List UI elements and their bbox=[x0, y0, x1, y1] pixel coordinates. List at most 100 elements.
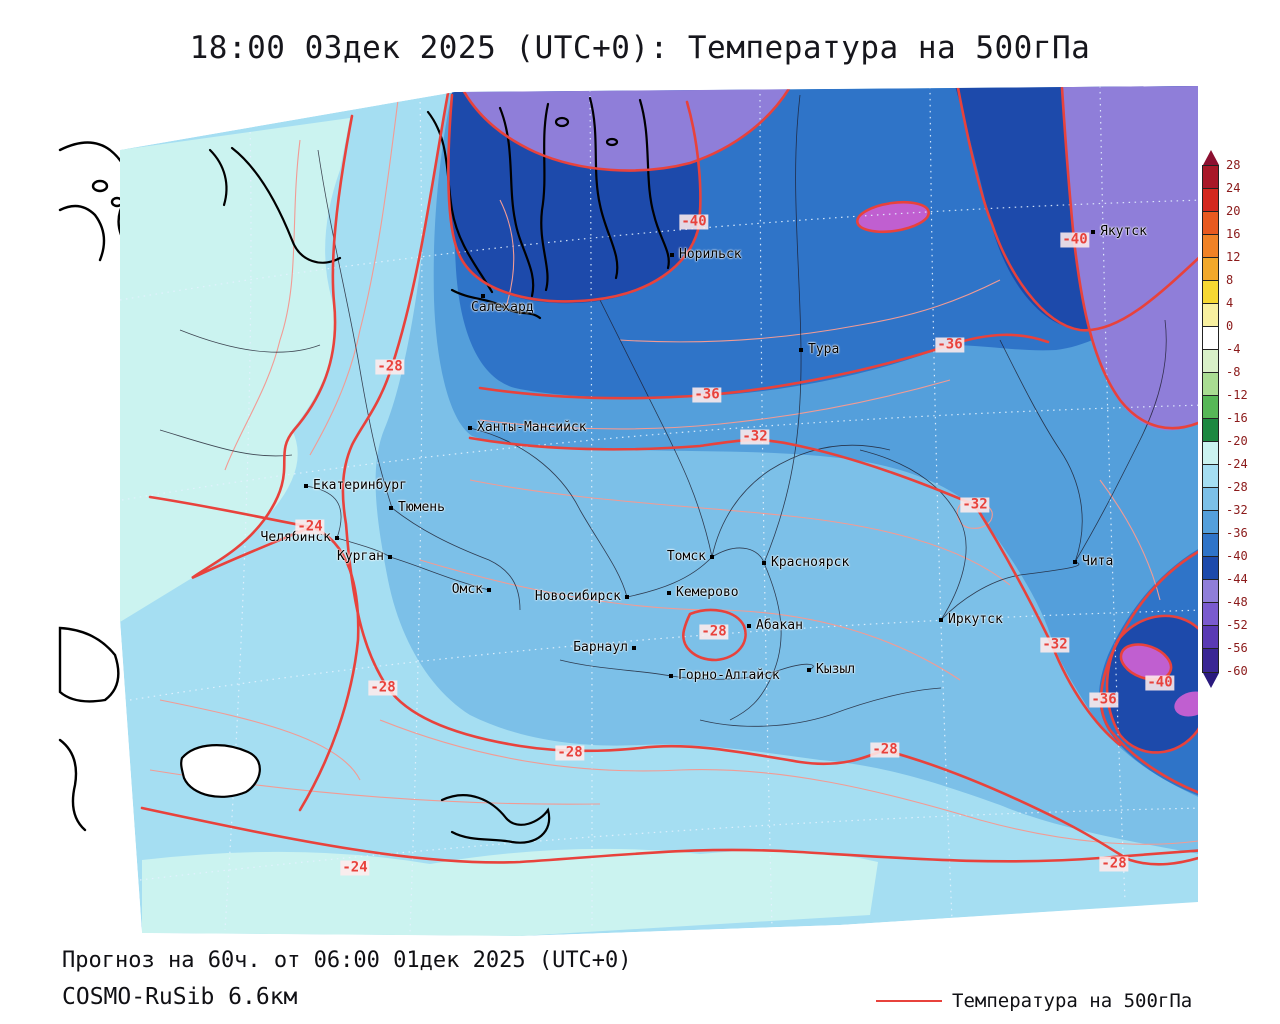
colorbar-segment bbox=[1203, 235, 1218, 258]
city-marker bbox=[710, 555, 714, 559]
city-label: Норильск bbox=[679, 247, 742, 262]
colorbar-label: -60 bbox=[1226, 664, 1248, 678]
legend-label: Температура на 500гПа bbox=[952, 990, 1193, 1012]
isotherm-m40-north bbox=[447, 93, 702, 303]
isotherm-m24-west bbox=[191, 114, 360, 812]
region-m48-spot-southeast-2 bbox=[1174, 691, 1198, 717]
city-label: Горно-Алтайск bbox=[678, 668, 780, 683]
colorbar-label: 20 bbox=[1226, 204, 1241, 218]
legend-line-sample bbox=[876, 1000, 942, 1002]
model-info: COSMO-RuSib 6.6км bbox=[62, 984, 298, 1010]
city-marker bbox=[669, 674, 673, 678]
contour-label: -28 bbox=[699, 623, 729, 640]
colorbar-label: -56 bbox=[1226, 641, 1248, 655]
isotherm-m44-top bbox=[460, 86, 792, 172]
city-marker bbox=[762, 561, 766, 565]
city-label: Екатеринбург bbox=[313, 478, 407, 493]
isotherm-m36-north bbox=[478, 333, 1050, 400]
city-marker bbox=[670, 253, 674, 257]
isotherm-m48-spot bbox=[855, 200, 931, 234]
contour-label: -32 bbox=[1040, 636, 1070, 653]
contour-label: -40 bbox=[679, 213, 709, 230]
contour-label: -40 bbox=[1060, 231, 1090, 248]
isotherm-m28-pocket bbox=[682, 608, 747, 662]
contour-label: -28 bbox=[870, 741, 900, 758]
city-label: Абакан bbox=[756, 618, 803, 633]
colorbar-labels: 28 24 20 16 12 8 4 0 -4 -8 -12 -16 -20 -24 -28 -32 -36 -4… bbox=[1226, 150, 1270, 690]
region-m48-spot-north bbox=[857, 202, 929, 232]
colorbar-segment bbox=[1203, 580, 1218, 603]
city-marker bbox=[625, 595, 629, 599]
colorbar-segment bbox=[1203, 603, 1218, 626]
colorbar-segment bbox=[1203, 304, 1218, 327]
temperature-field bbox=[120, 86, 1198, 936]
graticule bbox=[120, 86, 1198, 933]
contour-label: -36 bbox=[692, 386, 722, 403]
colorbar-segment bbox=[1203, 327, 1218, 350]
city-label: Омск bbox=[451, 582, 483, 597]
colorbar-segment bbox=[1203, 465, 1218, 488]
city-label: Кызыл bbox=[816, 662, 856, 677]
colorbar-label: -24 bbox=[1226, 457, 1248, 471]
colorbar-segment bbox=[1203, 649, 1218, 672]
city-label: Ханты-Мансийск bbox=[477, 420, 587, 435]
city-marker bbox=[389, 506, 393, 510]
isotherm-m36-southeast bbox=[1099, 546, 1198, 797]
city-label: Барнаул bbox=[573, 640, 628, 655]
colorbar: 28 24 20 16 12 8 4 0 -4 -8 -12 -16 -20 -24 -28 -32 -36 -4… bbox=[1202, 150, 1272, 688]
colorbar-label: 0 bbox=[1226, 319, 1234, 333]
contour-label: -28 bbox=[375, 358, 405, 375]
contour-label: -32 bbox=[740, 428, 770, 445]
city-label: Кемерово bbox=[676, 585, 739, 600]
colorbar-segment bbox=[1203, 534, 1218, 557]
colorbar-segment bbox=[1203, 281, 1218, 304]
city-label: Томск bbox=[666, 549, 706, 564]
city-marker bbox=[487, 588, 491, 592]
forecast-info: Прогноз на 60ч. от 06:00 01дек 2025 (UTC… bbox=[62, 948, 632, 973]
colorbar-label: -40 bbox=[1226, 549, 1248, 563]
region-m44-m48-northeast bbox=[1062, 86, 1198, 431]
city-marker bbox=[481, 294, 485, 298]
isotherm-m40-east bbox=[956, 86, 1198, 332]
colorbar-label: 4 bbox=[1226, 296, 1234, 310]
city-label: Иркутск bbox=[948, 612, 1003, 627]
colorbar-segment bbox=[1203, 442, 1218, 465]
contour-label: -32 bbox=[960, 496, 990, 513]
colorbar-label: 28 bbox=[1226, 158, 1241, 172]
contour-label: -28 bbox=[1099, 855, 1129, 872]
colorbar-segment bbox=[1203, 212, 1218, 235]
city-label: Тура bbox=[808, 342, 840, 357]
region-m48-spot-southeast-1 bbox=[1120, 644, 1172, 680]
colorbar-label: -8 bbox=[1226, 365, 1241, 379]
colorbar-label: -4 bbox=[1226, 342, 1241, 356]
city-marker bbox=[939, 618, 943, 622]
colorbar-segment bbox=[1203, 166, 1218, 189]
colorbar-label: -20 bbox=[1226, 434, 1248, 448]
colorbar-arrow-down bbox=[1202, 673, 1219, 688]
colorbar-segment bbox=[1203, 511, 1218, 534]
colorbar-segment bbox=[1203, 488, 1218, 511]
colorbar-label: 24 bbox=[1226, 181, 1241, 195]
colorbar-label: -12 bbox=[1226, 388, 1248, 402]
colorbar-label: -16 bbox=[1226, 411, 1248, 425]
city-label: Тюмень bbox=[398, 500, 445, 515]
city-marker bbox=[667, 591, 671, 595]
region-m20-m24-south bbox=[142, 848, 878, 936]
colorbar-segment bbox=[1203, 557, 1218, 580]
city-marker bbox=[1073, 560, 1077, 564]
isotherm-m44-northeast bbox=[1060, 86, 1198, 430]
page-title: 18:00 03дек 2025 (UTC+0): Температура на… bbox=[189, 30, 1091, 66]
contour-label: -36 bbox=[935, 336, 965, 353]
city-label: Салехард bbox=[471, 300, 534, 315]
city-marker bbox=[807, 668, 811, 672]
colorbar-segments bbox=[1202, 165, 1219, 673]
colorbar-segment bbox=[1203, 350, 1218, 373]
colorbar-label: -36 bbox=[1226, 526, 1248, 540]
contour-label: -24 bbox=[340, 859, 370, 876]
colorbar-label: -48 bbox=[1226, 595, 1248, 609]
colorbar-segment bbox=[1203, 419, 1218, 442]
contour-label: -40 bbox=[1145, 674, 1175, 691]
colorbar-arrow-up bbox=[1202, 150, 1219, 165]
contour-label: -36 bbox=[1089, 691, 1119, 708]
